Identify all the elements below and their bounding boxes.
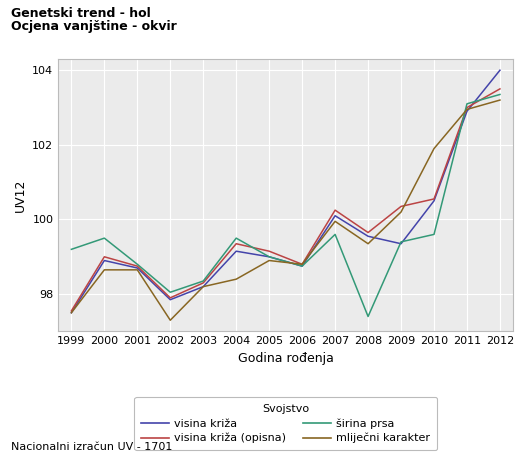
Y-axis label: UV12: UV12 (14, 178, 26, 212)
Legend: visina križa, visina križa (opisna), širina prsa, mliječni karakter: visina križa, visina križa (opisna), šir… (134, 397, 437, 450)
X-axis label: Godina rođenja: Godina rođenja (238, 352, 334, 365)
Text: Genetski trend - hol: Genetski trend - hol (11, 7, 150, 20)
Text: Nacionalni izračun UV - 1701: Nacionalni izračun UV - 1701 (11, 442, 172, 452)
Text: Ocjena vanjštine - okvir: Ocjena vanjštine - okvir (11, 20, 176, 34)
